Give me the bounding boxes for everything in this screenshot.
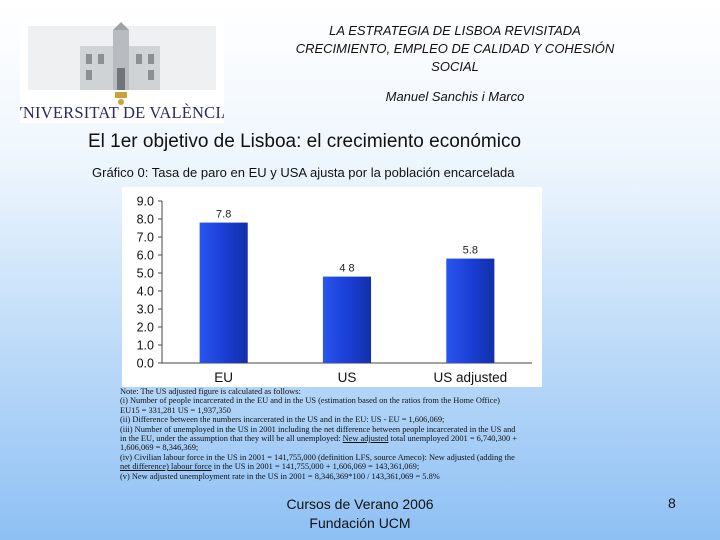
chart-caption: Gráfico 0: Tasa de paro en EU y USA ajus… xyxy=(92,165,515,180)
note-underlined: New adjusted xyxy=(342,434,389,444)
footer-course: Cursos de Verano 2006 xyxy=(286,496,434,512)
presentation-header: LA ESTRATEGIA DE LISBOA REVISITADA CRECI… xyxy=(240,22,670,106)
note-text: in the US in 2001 = 141,755,000 + 1,606,… xyxy=(211,462,420,472)
bar xyxy=(322,276,372,363)
y-tick-label: 2.0 xyxy=(137,321,154,335)
x-category-label: US adjusted xyxy=(434,370,508,385)
bar-value-label: 4 8 xyxy=(339,263,354,275)
title-line-2: CRECIMIENTO, EMPLEO DE CALIDAD Y COHESIÓ… xyxy=(295,41,615,56)
note-line: (iv) Civilian labour force in the US in … xyxy=(120,452,515,462)
note-line: EU15 = 331,281 US = 1,937,350 xyxy=(120,405,231,415)
note-line: (ii) Difference between the numbers inca… xyxy=(120,415,445,425)
x-category-label: US xyxy=(338,370,357,385)
chart-notes: Note: The US adjusted figure is calculat… xyxy=(120,387,640,481)
y-tick-label: 5.0 xyxy=(137,267,154,281)
x-category-label: EU xyxy=(214,370,233,385)
y-tick-label: 4.0 xyxy=(137,285,154,299)
university-logo: VNIVERSITAT DE VALÈNCIA xyxy=(20,20,224,123)
y-tick-label: 0.0 xyxy=(137,357,154,371)
section-title: El 1er objetivo de Lisboa: el crecimient… xyxy=(88,131,522,152)
y-tick-label: 1.0 xyxy=(137,339,154,353)
y-tick-label: 7.0 xyxy=(137,231,154,245)
bar xyxy=(446,258,495,363)
note-text: total unemployed 2001 = 6,740,300 + xyxy=(388,434,517,444)
author: Manuel Sanchis i Marco xyxy=(385,89,525,104)
page-number: 8 xyxy=(668,495,676,511)
footer: Cursos de Verano 2006 Fundación UCM xyxy=(260,495,460,533)
bar xyxy=(199,222,248,363)
note-line: 1,606,069 = 8,346,369; xyxy=(120,443,199,453)
chart-panel: 0.0 1.0 2.0 3.0 4.0 5.0 6.0 7.0 8.0 9.0 7.8 EU 4 8 US… xyxy=(122,187,542,387)
note-text: in the EU, under the assumption that the… xyxy=(120,434,341,444)
note-line: Note: The US adjusted figure is calculat… xyxy=(120,387,301,396)
title-line-1: LA ESTRATEGIA DE LISBOA REVISITADA xyxy=(329,23,581,38)
note-line: (v) New adjusted unemployment rate in th… xyxy=(120,471,440,481)
note-line: (i) Number of people incarcerated in the… xyxy=(120,396,500,406)
note-underlined: net difference) labour force xyxy=(120,462,212,472)
title-line-3: SOCIAL xyxy=(431,59,479,74)
bar-chart: 0.0 1.0 2.0 3.0 4.0 5.0 6.0 7.0 8.0 9.0 7.8 EU 4 8 US… xyxy=(137,195,532,385)
logo-wordmark: VNIVERSITAT DE VALÈNCIA xyxy=(20,103,224,122)
university-building-icon: VNIVERSITAT DE VALÈNCIA xyxy=(20,20,224,123)
y-tick-label: 9.0 xyxy=(137,195,154,209)
note-line: in the EU, under the assumption that the… xyxy=(120,434,640,443)
y-tick-label: 3.0 xyxy=(137,303,154,317)
y-tick-label: 6.0 xyxy=(137,249,154,263)
bar-value-label: 5.8 xyxy=(463,245,478,257)
y-tick-label: 8.0 xyxy=(137,213,154,227)
bar-value-label: 7.8 xyxy=(216,209,231,221)
footer-institution: Fundación UCM xyxy=(309,515,411,531)
note-line: net difference) labour force in the US i… xyxy=(120,462,640,471)
note-line: (iii) Number of unemployed in the US in … xyxy=(120,424,516,434)
